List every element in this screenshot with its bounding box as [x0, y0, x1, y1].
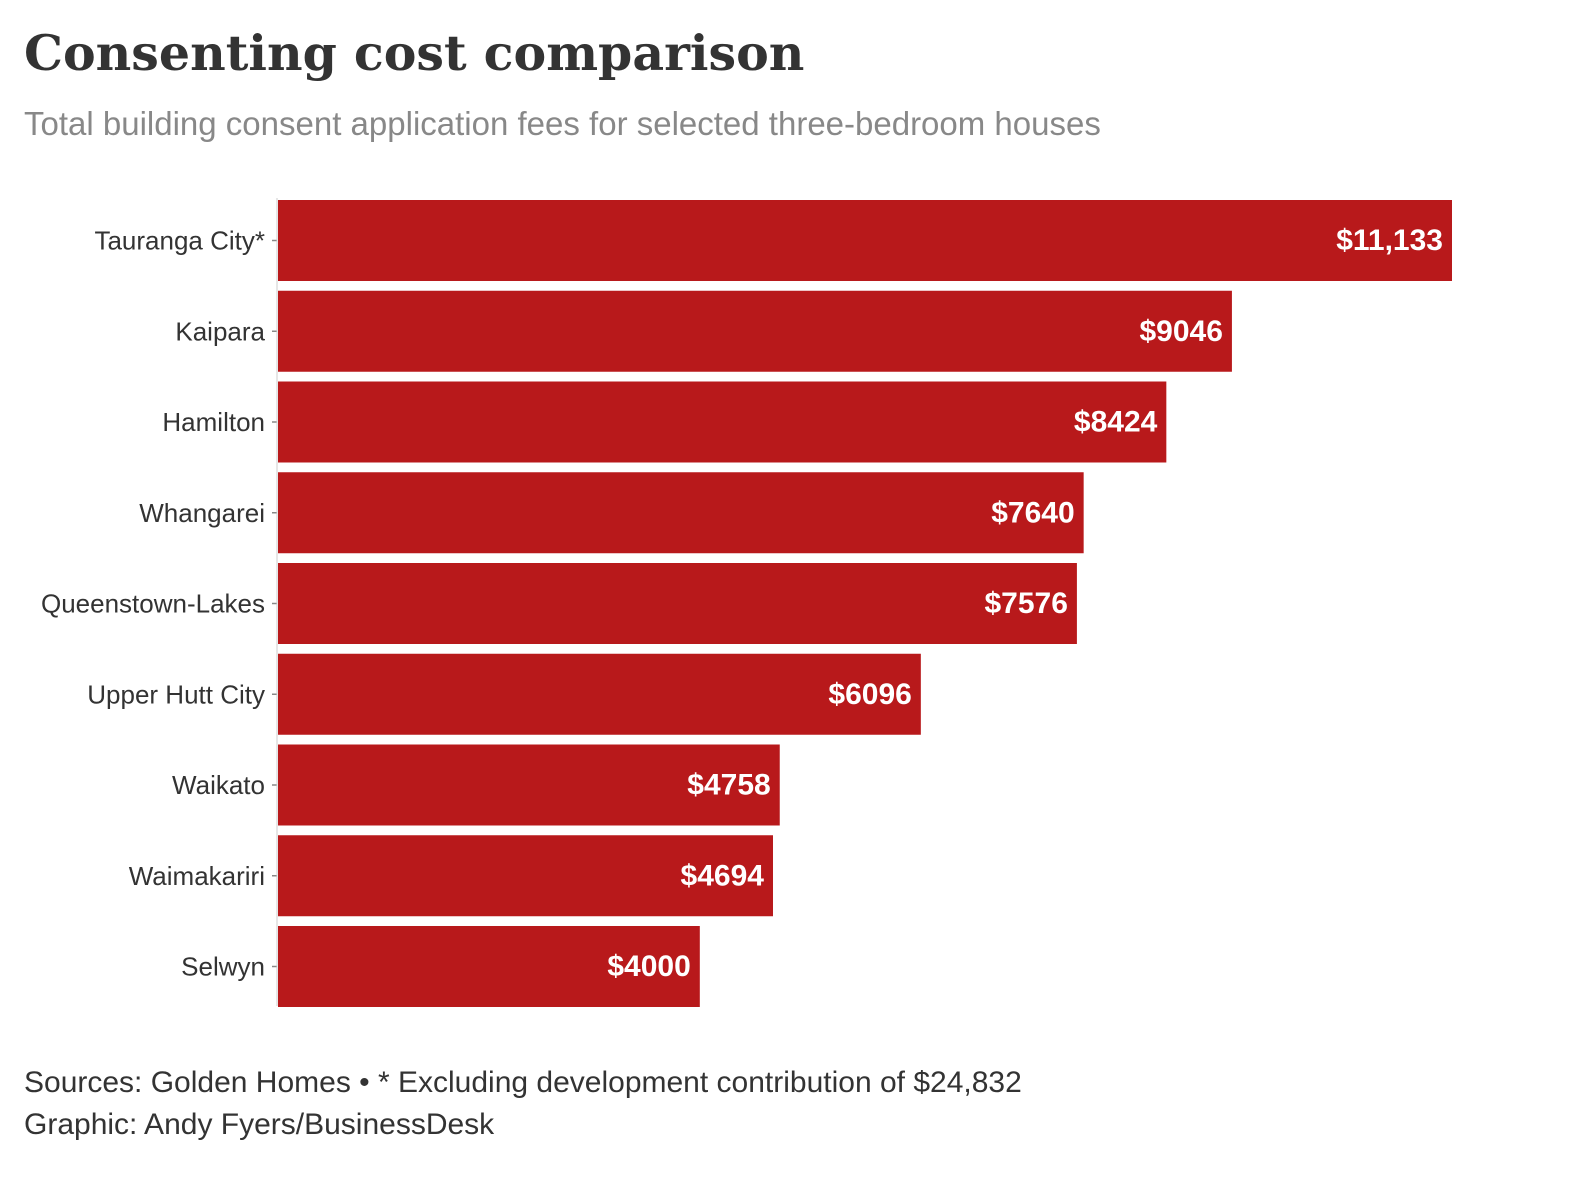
bar-2: [278, 381, 1167, 463]
value-label-1: $9046: [1139, 315, 1222, 348]
bars-layer: Tauranga City* $11,133 Kaipara $9046 Hamilto…: [41, 200, 1452, 1007]
bar-5: [278, 653, 921, 735]
category-label-6: Waikato: [172, 770, 265, 800]
value-label-3: $7640: [991, 496, 1074, 529]
value-label-8: $4000: [607, 950, 690, 983]
graphic-credit: Graphic: Andy Fyers/BusinessDesk: [24, 1108, 495, 1141]
bar-4: [278, 563, 1077, 644]
sources-note: Sources: Golden Homes • * Excluding deve…: [24, 1066, 1022, 1099]
chart-subtitle: Total building consent application fees …: [24, 105, 1101, 142]
value-label-4: $7576: [984, 587, 1067, 620]
category-label-0: Tauranga City*: [94, 226, 265, 256]
chart-footer: Sources: Golden Homes • * Excluding deve…: [24, 1062, 1022, 1146]
bar-0: [278, 200, 1452, 281]
value-label-6: $4758: [687, 769, 770, 802]
value-label-0: $11,133: [1336, 224, 1443, 257]
bar-chart: Tauranga City* $11,133 Kaipara $9046 Hamilto…: [41, 198, 1452, 1007]
bar-3: [278, 472, 1084, 554]
bar-6: [278, 744, 780, 826]
category-label-7: Waimakariri: [129, 861, 265, 891]
value-label-5: $6096: [828, 678, 911, 711]
bar-8: [278, 926, 700, 1007]
category-label-1: Kaipara: [175, 316, 265, 346]
bar-1: [278, 290, 1232, 372]
chart-title: Consenting cost comparison: [24, 24, 805, 82]
value-label-7: $4694: [681, 859, 765, 892]
category-label-8: Selwyn: [181, 952, 265, 982]
category-label-4: Queenstown-Lakes: [41, 589, 265, 619]
value-label-2: $8424: [1074, 406, 1158, 439]
category-label-2: Hamilton: [162, 407, 265, 437]
category-label-5: Upper Hutt City: [87, 679, 265, 709]
category-label-3: Whangarei: [139, 498, 265, 528]
bar-7: [278, 835, 773, 917]
